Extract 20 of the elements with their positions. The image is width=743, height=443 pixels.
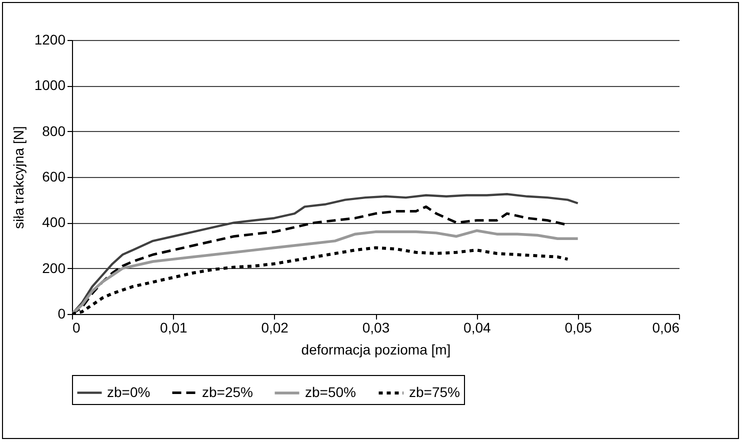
legend-label: zb=75% [409,384,460,400]
x-tick-label: 0 [72,320,80,336]
x-tick-label: 0,04 [464,320,492,336]
y-axis-title: siła trakcyjna [N] [10,126,26,229]
legend-label: zb=0% [107,384,150,400]
y-tick-label: 0 [58,306,66,322]
x-tick-label: 0,06 [652,320,680,336]
x-tick-label: 0,02 [261,320,289,336]
y-tick-label: 400 [42,214,66,230]
y-tick-label: 1000 [34,77,66,94]
x-tick-label: 0,01 [160,320,188,336]
legend-label: zb=25% [202,384,253,400]
x-tick-label: 0,03 [362,320,390,336]
y-tick-label: 800 [42,122,66,139]
x-axis-title: deformacja pozioma [m] [301,342,451,358]
y-tick-label: 1200 [34,32,66,48]
x-tick-label: 0,05 [564,320,592,336]
y-tick-label: 600 [42,168,66,184]
legend-label: zb=50% [305,384,356,400]
y-tick-label: 200 [42,260,66,276]
